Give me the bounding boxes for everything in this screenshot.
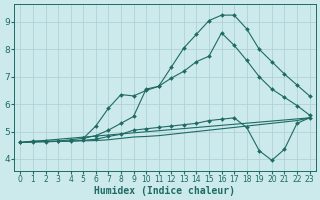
X-axis label: Humidex (Indice chaleur): Humidex (Indice chaleur) (94, 186, 236, 196)
